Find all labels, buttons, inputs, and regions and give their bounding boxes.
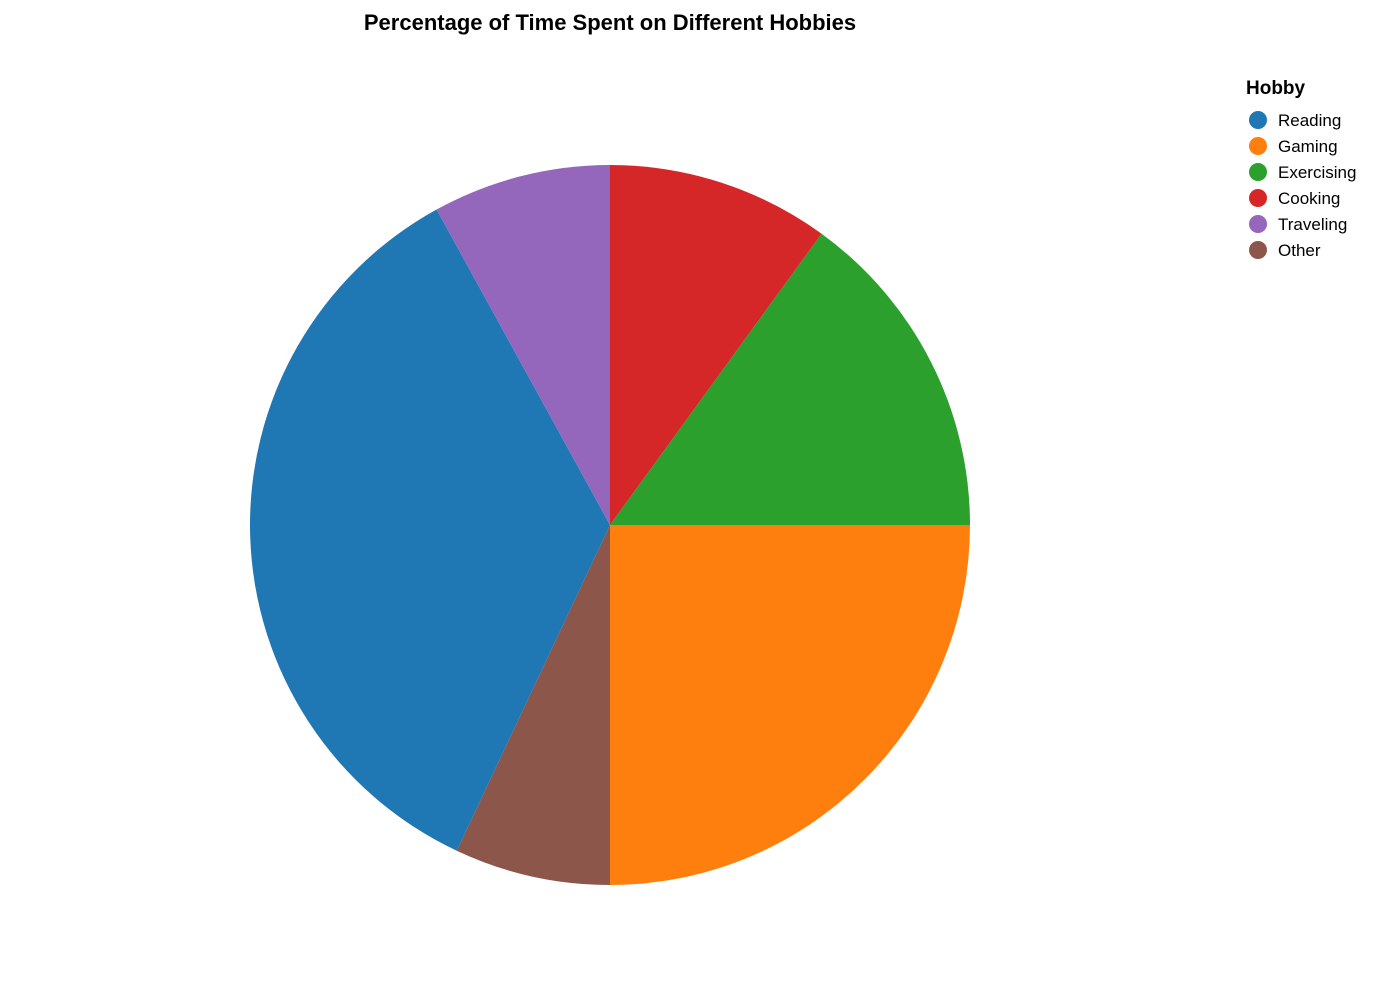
pie-slice-traveling [436,165,610,525]
legend: Hobby Reading Gaming Exercising Cooking Trav… [1246,78,1356,260]
legend-item-other: Other [1249,241,1321,260]
legend-label-exercising: Exercising [1278,163,1356,182]
legend-item-exercising: Exercising [1249,163,1356,182]
legend-label-reading: Reading [1278,111,1341,130]
chart-title: Percentage of Time Spent on Different Ho… [364,10,856,35]
legend-item-gaming: Gaming [1249,137,1338,156]
pie-slice-gaming [610,525,970,885]
pie-slice-other [456,525,610,885]
legend-title: Hobby [1246,78,1306,99]
legend-swatch-cooking [1249,189,1267,207]
legend-item-cooking: Cooking [1249,189,1340,208]
legend-label-gaming: Gaming [1278,137,1338,156]
legend-swatch-exercising [1249,163,1267,181]
legend-swatch-other [1249,241,1267,259]
legend-item-reading: Reading [1249,111,1341,130]
legend-swatch-gaming [1249,137,1267,155]
pie-slice-cooking [610,165,822,525]
pie-slice-exercising [610,233,970,525]
legend-label-cooking: Cooking [1278,189,1340,208]
legend-label-traveling: Traveling [1278,215,1347,234]
legend-swatch-traveling [1249,215,1267,233]
legend-swatch-reading [1249,111,1267,129]
pie-slice-reading [250,209,610,851]
legend-label-other: Other [1278,241,1321,260]
legend-item-traveling: Traveling [1249,215,1347,234]
pie-slices [250,165,970,885]
